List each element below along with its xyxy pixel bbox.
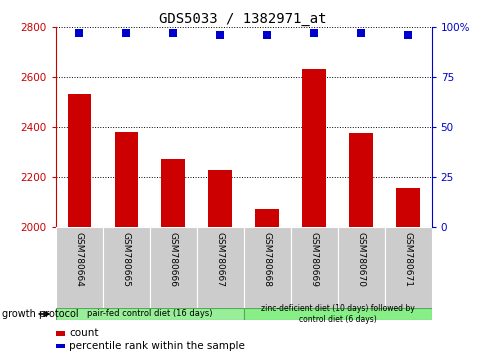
Point xyxy=(404,32,411,38)
Bar xyxy=(67,94,91,227)
Bar xyxy=(395,188,419,227)
Text: GSM780667: GSM780667 xyxy=(215,232,224,287)
Point xyxy=(310,30,318,35)
Bar xyxy=(243,308,431,320)
Bar xyxy=(243,227,290,308)
Bar xyxy=(348,133,372,227)
Text: GSM780669: GSM780669 xyxy=(309,232,318,287)
Point xyxy=(75,30,83,35)
Bar xyxy=(384,227,431,308)
Bar xyxy=(290,227,337,308)
Point xyxy=(169,30,177,35)
Text: GSM780670: GSM780670 xyxy=(356,232,365,287)
Text: GSM780664: GSM780664 xyxy=(75,232,84,287)
Text: zinc-deficient diet (10 days) followed by
control diet (6 days): zinc-deficient diet (10 days) followed b… xyxy=(260,304,414,324)
Bar xyxy=(56,227,103,308)
Bar xyxy=(150,227,197,308)
Bar xyxy=(161,159,184,227)
Bar xyxy=(103,227,150,308)
Text: growth protocol: growth protocol xyxy=(2,309,79,319)
Bar xyxy=(302,69,325,227)
Text: GSM780665: GSM780665 xyxy=(121,232,131,287)
Point xyxy=(122,30,130,35)
Text: GDS5033 / 1382971_at: GDS5033 / 1382971_at xyxy=(158,12,326,27)
Bar xyxy=(337,227,384,308)
Text: percentile rank within the sample: percentile rank within the sample xyxy=(69,341,245,351)
Bar xyxy=(114,132,138,227)
Text: GSM780671: GSM780671 xyxy=(403,232,412,287)
Text: GSM780666: GSM780666 xyxy=(168,232,177,287)
Text: count: count xyxy=(69,329,99,338)
Text: GSM780668: GSM780668 xyxy=(262,232,271,287)
Bar xyxy=(255,209,278,227)
Point xyxy=(357,30,364,35)
Point xyxy=(216,32,224,38)
Bar xyxy=(197,227,243,308)
Bar xyxy=(56,308,243,320)
Bar xyxy=(208,170,231,227)
Text: pair-fed control diet (16 days): pair-fed control diet (16 days) xyxy=(87,309,212,319)
Point xyxy=(263,32,271,38)
